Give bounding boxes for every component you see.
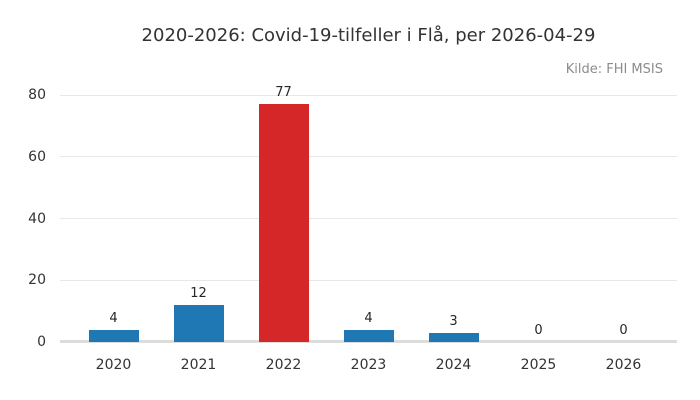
x-tick-label: 2025 xyxy=(520,357,557,373)
gridline xyxy=(60,156,677,158)
x-axis-labels: 2020 2021 2022 2023 2024 2025 2026 xyxy=(71,357,666,373)
bar xyxy=(88,329,139,342)
x-tick-label: 2021 xyxy=(180,357,217,373)
bar-slot: 4 xyxy=(71,95,156,342)
chart-title: 2020-2026: Covid-19-tilfeller i Flå, per… xyxy=(141,25,596,46)
source-label: Kilde: FHI MSIS xyxy=(565,62,663,77)
bar-value-label: 0 xyxy=(619,323,628,338)
y-axis: 0 20 40 60 80 xyxy=(0,87,46,350)
bar-value-label: 4 xyxy=(109,310,118,326)
x-tick-label: 2022 xyxy=(265,357,302,373)
y-tick-label: 40 xyxy=(28,210,46,227)
bar-slot: 12 xyxy=(156,95,241,342)
gridline xyxy=(60,279,677,281)
bar-value-label: 4 xyxy=(364,310,373,326)
bar-value-label: 12 xyxy=(190,285,207,301)
x-tick-label: 2024 xyxy=(435,357,472,373)
bar-value-label: 0 xyxy=(534,323,543,338)
y-tick-label: 0 xyxy=(37,334,46,350)
bar-slot: 0 xyxy=(581,95,666,342)
x-tick-label: 2026 xyxy=(605,357,642,373)
bar xyxy=(343,329,394,342)
bars-layer: 4 12 77 4 3 0 0 xyxy=(71,86,666,342)
gridline xyxy=(60,94,677,96)
bar-slot: 77 xyxy=(241,86,326,342)
bar-value-label: 3 xyxy=(449,313,458,329)
y-tick-label: 60 xyxy=(28,148,46,165)
y-tick-label: 80 xyxy=(28,87,46,103)
bar xyxy=(258,104,309,342)
x-tick-label: 2020 xyxy=(95,357,132,373)
bar-slot: 3 xyxy=(411,95,496,342)
y-tick-label: 20 xyxy=(28,272,46,289)
bar xyxy=(428,332,479,342)
x-tick-label: 2023 xyxy=(350,357,387,373)
bar-slot: 4 xyxy=(326,95,411,342)
bar-value-label: 77 xyxy=(275,85,292,101)
bar-slot: 0 xyxy=(496,95,581,342)
bar xyxy=(173,304,224,342)
plot-area: 4 12 77 4 3 0 0 xyxy=(60,86,677,343)
gridline xyxy=(60,218,677,219)
